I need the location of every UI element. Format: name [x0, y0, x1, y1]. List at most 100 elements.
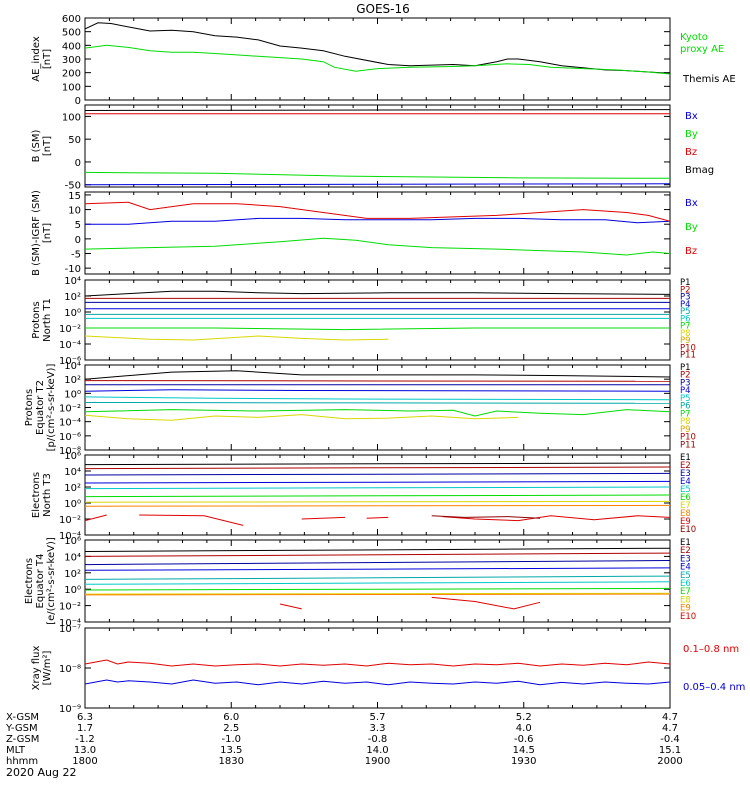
ephemeris-value: 15.1: [659, 745, 681, 756]
y-tick-label: 10⁴: [64, 467, 81, 478]
series-line-themis-ae: [85, 22, 670, 74]
legend-entry-e8: E8: [680, 509, 691, 519]
y-tick-label: 10⁴: [64, 552, 81, 563]
legend-entry-p7: P7: [680, 322, 691, 332]
legend-entry-p6: P6: [680, 314, 691, 324]
y-axis-label: Equator T4: [35, 554, 46, 609]
series-line-e2: [85, 466, 670, 470]
panel-frame: [84, 104, 671, 188]
legend-entry-p11: P11: [680, 351, 696, 361]
legend-entry-bz: Bz: [685, 147, 697, 158]
ephemeris-row-label: MLT: [6, 745, 26, 756]
legend-entry-bx: Bx: [685, 111, 698, 122]
panel-protons-north: 10⁴ 10² 10⁰ 10⁻² 10⁻⁴ 10⁻⁶ Protons North T1 P1P2…: [31, 276, 696, 367]
series-line-e8: [85, 592, 670, 595]
ephemeris-value: 5.2: [516, 712, 532, 723]
series-line-bmag: [85, 109, 670, 111]
legend-entry-e6: E6: [680, 579, 691, 589]
series-line-e1: [85, 462, 670, 466]
y-tick-label: 10⁻²: [59, 404, 81, 415]
y-tick-label: 10⁻⁴: [59, 340, 81, 351]
ephemeris-value: 14.5: [513, 745, 535, 756]
y-tick-label: 100: [62, 82, 81, 93]
legend-entry-p2: P2: [680, 371, 691, 381]
y-axis-label: Equator T2: [35, 380, 46, 435]
ephemeris-value: 1830: [219, 756, 244, 767]
y-tick-label: 10⁻²: [59, 602, 81, 613]
legend-entry-p10: P10: [680, 433, 696, 443]
legend-entry-e1: E1: [680, 453, 691, 463]
series-line-0-05-0-4-nm: [85, 679, 670, 686]
y-tick-label: 0: [75, 158, 81, 169]
y-tick-label: 10⁻⁴: [59, 531, 81, 542]
ephemeris-value: -0.6: [514, 734, 534, 745]
ephemeris-row-label: X-GSM: [6, 712, 39, 723]
legend-entry-e1: E1: [680, 538, 691, 548]
legend-entry-0-05-0-4-nm: 0.05–0.4 nm: [683, 682, 745, 693]
legend-entry-e10: E10: [680, 525, 696, 535]
ephemeris-row-label: hhmm: [6, 756, 38, 767]
legend-entry-p9: P9: [680, 336, 691, 346]
y-tick-label: 400: [62, 41, 81, 52]
y-tick-label: 10⁻²: [59, 324, 81, 335]
y-tick-label: 10⁰: [64, 585, 81, 596]
series-line-by: [85, 237, 670, 256]
ephemeris-row-label: Z-GSM: [6, 734, 39, 745]
series-line-e7: [85, 587, 670, 591]
ephemeris-value: 6.3: [77, 712, 93, 723]
legend-entry-bz: Bz: [685, 246, 697, 257]
legend-entry-kyoto-proxy-ae: proxy AE: [680, 44, 724, 55]
legend-entry-p4: P4: [680, 300, 691, 310]
y-axis-label: Electrons: [24, 558, 35, 604]
y-tick-label: 10⁻⁹: [59, 704, 81, 715]
y-tick-label: 10⁰: [64, 308, 81, 319]
legend-entry-themis-ae: Themis AE: [682, 74, 736, 85]
date-label: 2020 Aug 22: [6, 766, 76, 779]
y-tick-label: 200: [62, 69, 81, 80]
y-tick-label: 10²: [64, 292, 81, 303]
series-line-by: [85, 171, 670, 179]
panel-bsm: -50 0 50 100 B (SM) [nT] Bx By Bz Bmag: [31, 104, 714, 192]
y-axis-label: AE_index: [31, 36, 42, 82]
legend-entry-e9: E9: [680, 604, 691, 614]
series-line-p5: [85, 396, 670, 401]
series-line-e8: [85, 504, 670, 507]
series-line-bx: [85, 217, 670, 225]
ephemeris-value: -1.2: [75, 734, 95, 745]
legend-entry-p9: P9: [680, 425, 691, 435]
legend-entry-e5: E5: [680, 485, 691, 495]
legend-entry-e4: E4: [680, 477, 691, 487]
figure-title: GOES-16: [356, 2, 410, 16]
y-tick-label: 15: [68, 191, 81, 202]
legend-entry-bmag: Bmag: [685, 165, 714, 176]
y-tick-label: 0: [75, 96, 81, 107]
series-line-e9: [85, 514, 670, 526]
legend-entry-e8: E8: [680, 595, 691, 605]
y-tick-label: 100: [62, 112, 81, 123]
series-line-e4: [85, 567, 670, 571]
series-line-e7: [85, 500, 670, 503]
y-tick-label: 10⁰: [64, 499, 81, 510]
y-axis-label: [W/m²]: [42, 650, 53, 685]
y-tick-label: 600: [62, 14, 81, 25]
legend-entry-p5: P5: [680, 394, 691, 404]
series-line-e3: [85, 472, 670, 476]
panel-protons-equator: 10⁴ 10² 10⁰ 10⁻² 10⁻⁴ 10⁻⁶ 10⁻⁸ Protons Equator …: [24, 361, 696, 457]
y-tick-label: 10²: [64, 483, 81, 494]
y-tick-label: 10⁻⁷: [59, 624, 81, 635]
legend-entry-p4: P4: [680, 386, 691, 396]
legend-entry-e5: E5: [680, 571, 691, 581]
ephemeris-value: 6.0: [223, 712, 239, 723]
y-tick-label: 10⁻²: [59, 515, 81, 526]
legend-entry-p11: P11: [680, 440, 696, 450]
y-axis-label: North T3: [42, 473, 53, 517]
ephemeris-value: 2.5: [223, 723, 239, 734]
panel-frame: [84, 364, 671, 451]
y-tick-label: 10⁻⁴: [59, 618, 81, 629]
y-axis-label: [nT]: [42, 49, 53, 69]
legend-entry-p1: P1: [680, 278, 691, 288]
series-line-p4: [85, 389, 670, 392]
ephemeris-value: 13.0: [74, 745, 96, 756]
legend-entry-p8: P8: [680, 329, 691, 339]
